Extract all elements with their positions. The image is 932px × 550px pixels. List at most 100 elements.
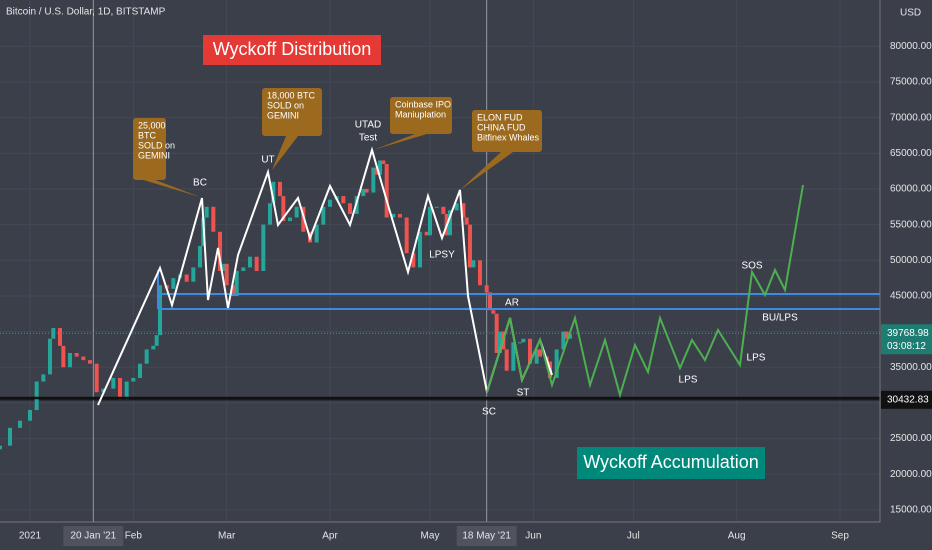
candle xyxy=(381,160,386,165)
x-tick-label: Aug xyxy=(728,531,746,542)
callout-tail xyxy=(272,136,298,170)
candle xyxy=(434,206,439,208)
candle xyxy=(484,285,489,293)
candle xyxy=(378,160,382,175)
candle xyxy=(101,388,106,393)
callout-text: 25,000 xyxy=(138,120,166,130)
x-tick-label: Apr xyxy=(322,531,338,542)
candle xyxy=(281,196,286,222)
candle xyxy=(461,203,466,218)
candle xyxy=(454,203,459,211)
callout-box xyxy=(472,110,542,152)
date-label: 20 Jan '21 xyxy=(70,531,116,542)
candle xyxy=(488,292,492,311)
accumulation-path xyxy=(486,184,804,399)
x-tick-label: 2021 xyxy=(19,531,42,542)
candle xyxy=(504,349,509,371)
candle xyxy=(568,333,572,339)
candle xyxy=(371,167,376,193)
candle xyxy=(81,356,86,361)
y-tick-label: 35000.00 xyxy=(890,362,932,373)
wyckoff-label: LPS xyxy=(747,353,766,364)
candle xyxy=(341,196,346,204)
callout-box xyxy=(390,97,452,134)
candle xyxy=(498,331,502,353)
candle xyxy=(404,217,409,254)
y-tick-label: 60000.00 xyxy=(890,184,932,195)
candle xyxy=(241,267,246,271)
x-tick-label: Mar xyxy=(218,531,236,542)
wyckoff-label: SC xyxy=(482,407,496,418)
distribution-box xyxy=(203,35,381,65)
callout-text: GEMINI xyxy=(267,110,299,120)
callout-text: GEMINI xyxy=(138,150,170,160)
x-tick-label: Sep xyxy=(831,531,849,542)
callout-text: Maniuplation xyxy=(395,109,446,119)
candle xyxy=(204,206,209,218)
candle xyxy=(88,360,92,364)
callout-tail xyxy=(143,180,200,197)
candle xyxy=(494,313,499,353)
candle xyxy=(144,349,149,364)
candle xyxy=(491,310,496,314)
candle xyxy=(348,203,352,214)
y-tick-label: 25000.00 xyxy=(890,433,932,444)
callout-text: Bitfinex Whales xyxy=(477,132,540,142)
candle xyxy=(374,167,379,175)
candle xyxy=(271,181,276,204)
candle xyxy=(171,278,176,289)
candle xyxy=(94,363,99,393)
wyckoff-label: SOS xyxy=(741,261,762,272)
candle xyxy=(441,206,446,214)
callout-text: SOLD on xyxy=(138,140,175,150)
wyckoff-label: LPS xyxy=(679,375,698,386)
candle xyxy=(534,349,539,364)
accumulation-box xyxy=(577,447,765,479)
wyckoff-label: BC xyxy=(193,178,207,189)
accumulation-title: Wyckoff Accumulation xyxy=(583,452,759,472)
x-tick-label: May xyxy=(421,531,440,542)
candle xyxy=(154,335,159,346)
candle xyxy=(131,377,136,382)
candle xyxy=(464,217,469,225)
candle xyxy=(428,206,432,236)
candle xyxy=(424,231,429,236)
candle xyxy=(518,342,522,344)
candle xyxy=(528,338,532,364)
candle xyxy=(294,206,299,218)
candle xyxy=(198,246,202,268)
candle xyxy=(28,410,32,421)
x-tick-label: Jul xyxy=(627,531,640,542)
candle xyxy=(254,256,259,271)
candle xyxy=(248,256,252,268)
y-tick-label: 50000.00 xyxy=(890,255,932,266)
callout-tail xyxy=(460,152,513,190)
candle xyxy=(218,231,222,271)
candle xyxy=(361,188,366,197)
currency: USD xyxy=(900,8,921,19)
y-tick-label: 55000.00 xyxy=(890,219,932,230)
price-axis xyxy=(880,0,932,550)
callout-box xyxy=(133,118,166,180)
candle xyxy=(384,164,389,218)
wyckoff-label: UTAD xyxy=(355,120,381,131)
candle xyxy=(538,349,542,357)
candle xyxy=(48,338,52,375)
candle xyxy=(391,213,396,218)
candle xyxy=(268,203,272,225)
y-tick-label: 65000.00 xyxy=(890,148,932,159)
candle xyxy=(561,331,566,350)
candle xyxy=(521,338,526,343)
candle xyxy=(8,427,12,446)
y-tick-label: 15000.00 xyxy=(890,505,932,516)
candle xyxy=(211,206,216,232)
y-tick-label: 20000.00 xyxy=(890,469,932,480)
candle xyxy=(398,213,402,218)
candle xyxy=(328,199,332,207)
candle xyxy=(51,328,56,339)
callout-tail xyxy=(373,134,427,150)
candle xyxy=(321,206,326,225)
candle xyxy=(184,274,189,282)
callout-text: SOLD on xyxy=(267,100,304,110)
